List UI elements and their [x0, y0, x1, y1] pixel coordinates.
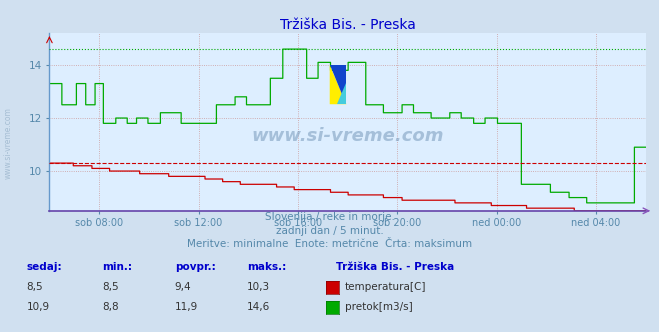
- Text: 8,5: 8,5: [102, 282, 119, 292]
- Text: www.si-vreme.com: www.si-vreme.com: [251, 127, 444, 145]
- Text: 14,6: 14,6: [247, 302, 270, 312]
- Text: www.si-vreme.com: www.si-vreme.com: [3, 107, 13, 179]
- Text: 10,9: 10,9: [26, 302, 49, 312]
- Text: maks.:: maks.:: [247, 262, 287, 272]
- Text: povpr.:: povpr.:: [175, 262, 215, 272]
- Polygon shape: [330, 65, 347, 104]
- Polygon shape: [337, 83, 347, 104]
- Text: 11,9: 11,9: [175, 302, 198, 312]
- Text: 8,5: 8,5: [26, 282, 43, 292]
- Text: temperatura[C]: temperatura[C]: [345, 282, 426, 292]
- Text: zadnji dan / 5 minut.: zadnji dan / 5 minut.: [275, 226, 384, 236]
- Polygon shape: [330, 65, 347, 104]
- Text: min.:: min.:: [102, 262, 132, 272]
- Text: pretok[m3/s]: pretok[m3/s]: [345, 302, 413, 312]
- Text: 10,3: 10,3: [247, 282, 270, 292]
- Text: Tržiška Bis. - Preska: Tržiška Bis. - Preska: [336, 262, 454, 272]
- Text: Slovenija / reke in morje.: Slovenija / reke in morje.: [264, 212, 395, 222]
- Title: Tržiška Bis. - Preska: Tržiška Bis. - Preska: [279, 18, 416, 32]
- Text: 9,4: 9,4: [175, 282, 191, 292]
- Text: sedaj:: sedaj:: [26, 262, 62, 272]
- Text: Meritve: minimalne  Enote: metrične  Črta: maksimum: Meritve: minimalne Enote: metrične Črta:…: [187, 239, 472, 249]
- Text: 8,8: 8,8: [102, 302, 119, 312]
